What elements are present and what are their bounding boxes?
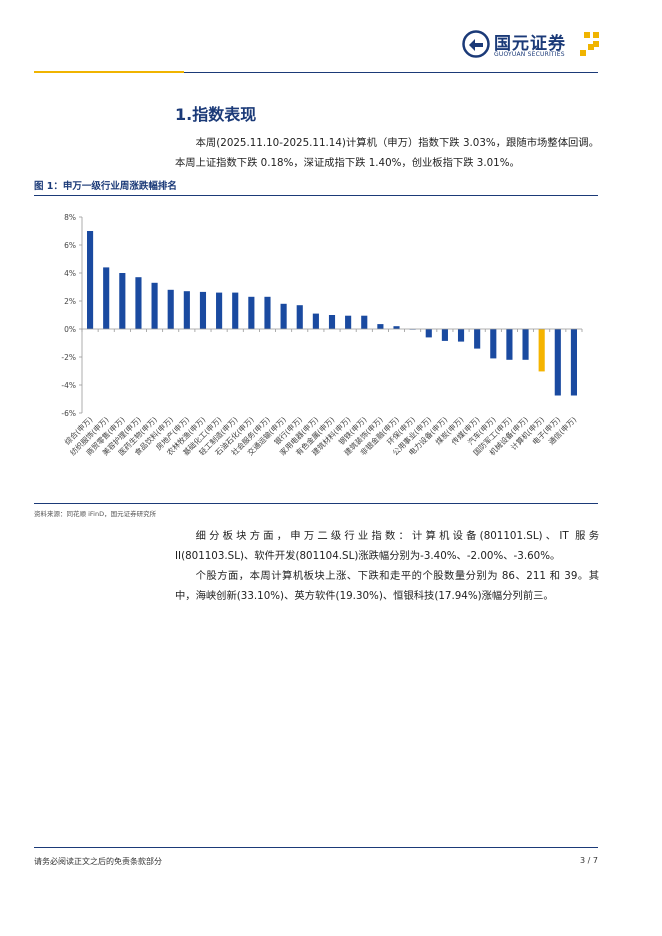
y-tick-label: 2%: [64, 297, 76, 306]
bar: [393, 326, 400, 329]
bar: [167, 289, 174, 329]
figure-top-rule: [34, 195, 598, 196]
bar: [248, 296, 255, 329]
bar: [151, 282, 158, 329]
stock-paragraph: 个股方面，本周计算机板块上涨、下跌和走平的个股数量分别为 86、211 和 39…: [175, 570, 599, 602]
bar: [425, 329, 432, 338]
bar: [474, 329, 481, 349]
logo-subtitle: GUOYUAN SECURITIES: [494, 51, 565, 58]
y-tick-label: 8%: [64, 213, 76, 222]
figure-title: 图 1：申万一级行业周涨跌幅排名: [34, 181, 177, 192]
bar: [312, 313, 319, 329]
bar: [570, 329, 577, 396]
logo-accent-icon: [580, 32, 599, 56]
bar: [119, 273, 126, 329]
bar: [216, 292, 223, 329]
bar: [457, 329, 465, 342]
bar: [264, 296, 271, 329]
bar: [538, 329, 545, 372]
figure-bottom-rule: [34, 503, 598, 504]
bar: [490, 329, 497, 359]
bar: [103, 267, 110, 329]
bar: [183, 291, 190, 329]
figure-source: 资料来源：同花顺 iFinD，国元证券研究所: [34, 510, 157, 518]
bar: [296, 305, 303, 329]
page-number: 3 / 7: [580, 856, 598, 865]
bar: [135, 277, 142, 329]
logo-mark-icon: [462, 30, 490, 58]
footer-rule: [34, 847, 598, 848]
bar: [232, 292, 239, 329]
index-summary-paragraph: 本周(2025.11.10-2025.11.14)计算机（申万）指数下跌 3.0…: [175, 137, 599, 169]
y-tick-label: 0%: [64, 325, 76, 334]
bar: [522, 329, 529, 360]
header-divider-gold: [34, 71, 184, 73]
y-tick-label: 4%: [64, 269, 76, 278]
industry-weekly-change-chart: 8%6%4%2%0%-2%-4%-6%综合(申万)纺织服饰(申万)商贸零售(申万…: [61, 213, 583, 457]
bar: [87, 231, 94, 329]
footer-disclaimer: 请务必阅读正文之后的免责条款部分: [34, 857, 162, 866]
bar: [377, 324, 384, 329]
logo-name: 国元证券: [494, 34, 566, 54]
bar: [199, 291, 207, 329]
y-tick-label: -6%: [61, 409, 76, 418]
y-tick-label: -2%: [61, 353, 76, 362]
bar: [554, 329, 561, 396]
bar: [441, 329, 448, 341]
y-tick-label: -4%: [61, 381, 76, 390]
section-title: 1.指数表现: [175, 105, 257, 124]
bar: [361, 315, 368, 329]
y-tick-label: 6%: [64, 241, 76, 250]
bar: [328, 315, 336, 329]
header-divider: [184, 71, 598, 73]
bar: [506, 329, 513, 360]
sub-sector-paragraph: 细分板块方面，申万二级行业指数：计算机设备(801101.SL)、IT 服务 I…: [175, 530, 599, 562]
bar: [280, 303, 287, 329]
company-logo: 国元证券 GUOYUAN SECURITIES: [462, 26, 602, 66]
bar: [345, 315, 352, 329]
